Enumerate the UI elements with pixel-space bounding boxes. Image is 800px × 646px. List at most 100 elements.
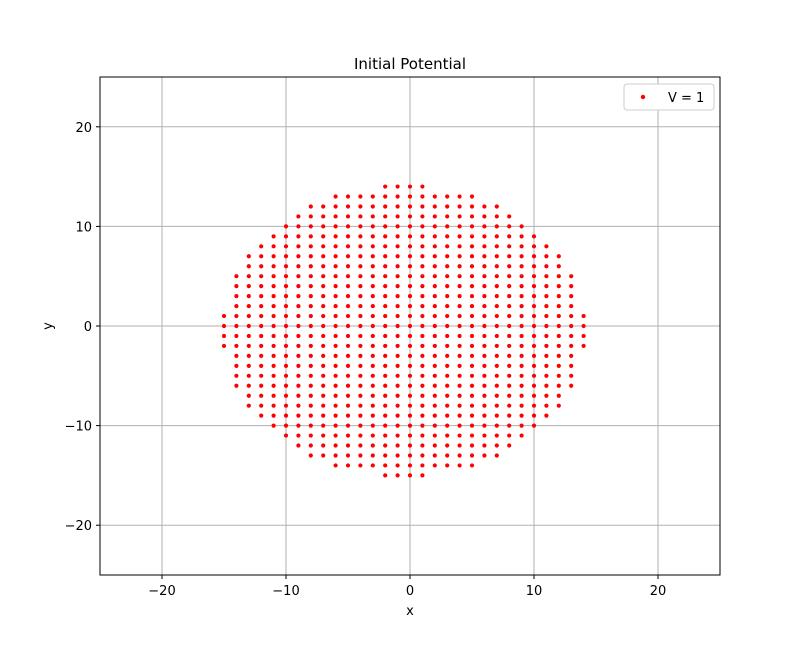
data-point [234,303,239,309]
data-point [308,294,313,299]
data-point [507,393,512,398]
data-point [283,264,289,269]
data-point [420,403,425,408]
data-point [358,463,363,468]
data-point [259,284,264,289]
data-point [333,343,338,349]
data-point [432,433,437,438]
data-point [271,423,276,428]
data-point [519,423,524,428]
data-point [259,343,264,349]
data-point [420,333,425,339]
data-point [308,323,313,329]
data-point [358,244,363,249]
data-point [420,383,425,388]
data-point [407,224,413,229]
data-point [445,303,450,309]
data-point [507,313,512,319]
data-point [283,423,289,428]
data-point [482,274,487,279]
data-point [358,413,363,418]
data-point [259,264,264,269]
data-point [370,254,375,259]
data-point [283,224,289,229]
data-point [420,204,425,209]
data-point [246,274,251,279]
data-point [494,323,499,329]
data-point [370,224,375,229]
data-point [395,413,400,418]
data-point [296,313,301,319]
data-point [271,393,276,398]
data-point [271,353,276,358]
y-tick-label: −20 [65,519,92,534]
data-point [507,403,512,408]
data-point [246,383,251,388]
data-point [407,453,413,458]
data-point [482,413,487,418]
data-point [271,383,276,388]
data-point [333,194,338,199]
data-point [283,393,289,398]
data-point [507,423,512,428]
data-point [432,333,437,339]
data-point [482,214,487,219]
data-point [482,264,487,269]
data-point [420,303,425,309]
data-point [494,303,499,309]
data-point [383,284,388,289]
data-point [457,393,462,398]
data-point [445,333,450,339]
data-point [308,423,313,428]
data-point [383,294,388,299]
data-point [445,393,450,398]
data-point [333,403,338,408]
legend-marker [640,94,646,100]
data-point [370,204,375,209]
data-point [345,234,351,239]
data-point [283,234,289,239]
data-point [569,303,574,309]
data-point [370,214,375,219]
data-point [370,423,375,428]
data-point [407,383,413,388]
data-point [407,313,413,319]
data-point [395,313,400,319]
data-point [296,234,301,239]
data-point [407,463,413,468]
data-point [333,214,338,219]
data-point [407,274,413,279]
data-point [407,323,413,329]
data-point [395,463,400,468]
data-point [569,343,574,349]
data-point [333,323,338,329]
data-point [345,244,351,249]
data-point [358,234,363,239]
data-point [531,353,537,358]
data-point [507,294,512,299]
data-point [445,313,450,319]
data-point [259,244,264,249]
data-point [283,284,289,289]
data-point [407,234,413,239]
data-point [482,343,487,349]
data-point [519,303,524,309]
data-point [494,294,499,299]
data-point [345,214,351,219]
data-point [358,373,363,378]
data-point [556,323,561,329]
data-point [321,294,326,299]
data-point [395,443,400,448]
data-point [383,443,388,448]
data-point [345,413,351,418]
x-tick-label: −10 [272,584,299,599]
data-point [333,393,338,398]
data-point [271,333,276,339]
data-point [407,264,413,269]
data-point [345,463,351,468]
data-point [420,473,425,478]
data-point [457,313,462,319]
data-point [358,224,363,229]
data-point [445,413,450,418]
data-point [482,244,487,249]
